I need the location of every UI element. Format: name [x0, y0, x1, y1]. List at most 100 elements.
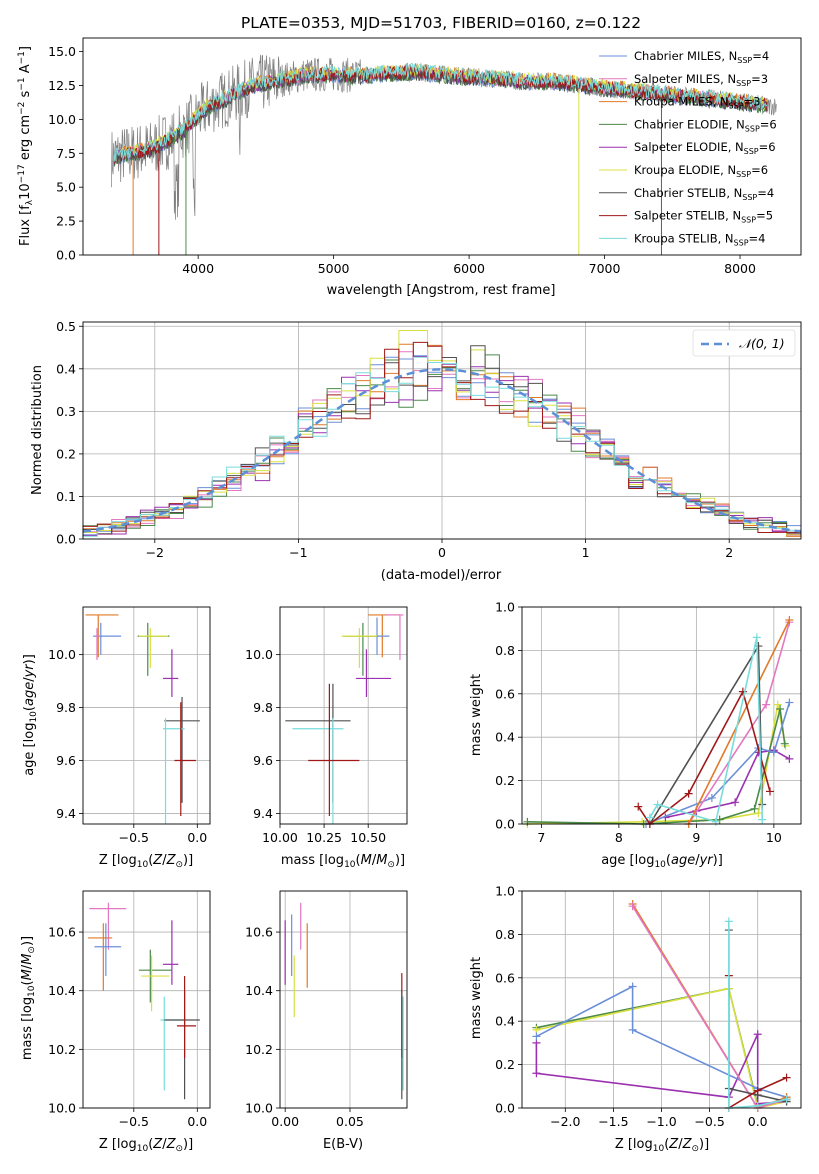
residuals-frame: [82, 321, 802, 540]
spectrum-frame: [82, 37, 802, 256]
errorbar-8: [308, 683, 360, 817]
ylabel-part: ]: [18, 46, 33, 51]
figure-title: PLATE=0353, MJD=51703, FIBERID=0160, z=0…: [241, 14, 641, 32]
ylabel-part: erg cm: [18, 115, 33, 164]
weight-line: [665, 749, 790, 819]
y-tick-label: 1.0: [495, 884, 515, 899]
y-tick-label: 9.8: [253, 700, 273, 715]
model-spectrum-7: [113, 65, 768, 164]
errorbar-8: [174, 702, 197, 817]
legend-sub: SSP: [741, 216, 756, 225]
weight-line: [728, 921, 787, 1109]
weight-marker: [628, 982, 637, 991]
y-tick-label: 0.0: [495, 817, 515, 832]
ylabel-part: Flux [f: [18, 205, 33, 246]
errorbar-7: [292, 718, 344, 824]
spectrum-axes: 4000 5000 6000 7000 8000 0.0 2.5 5.0 7.5 10.0 12.5…: [48, 44, 756, 276]
weight-marker: [724, 917, 733, 926]
x-tick-label: 10.00: [262, 830, 298, 845]
weight-age-lines: [523, 616, 794, 828]
weight-z-frame: [521, 890, 802, 1109]
legend-sub: SSP: [729, 102, 744, 111]
y-tick-label: 10.2: [48, 1042, 76, 1057]
errorbar-3: [137, 622, 170, 676]
ylabel-part: λ: [25, 199, 35, 205]
legend-sub: SSP: [737, 56, 752, 65]
legend-label: Kroupa STELIB, NSSP=4: [634, 231, 765, 247]
x-tick-label: 5000: [318, 261, 350, 276]
spectrum-panel: 4000 5000 6000 7000 8000 0.0 2.5 5.0 7.5 10.0 12.5…: [17, 37, 802, 298]
errorbar-5: [141, 955, 170, 1012]
x-tick-label: 0.0: [187, 1114, 207, 1129]
weight-marker: [780, 739, 789, 748]
mass-ylabel: mass [log10(M/M⊙)]: [20, 936, 37, 1060]
legend-label: Salpeter MILES, NSSP=3: [634, 72, 768, 88]
y-tick-label: 0.2: [56, 446, 76, 461]
spectrum-lines: [111, 54, 777, 255]
weight-marker: [752, 633, 761, 642]
y-tick-label: 0.4: [495, 730, 515, 745]
y-tick-label: 10.0: [245, 647, 273, 662]
residuals-panel: −2 −1 0 1 2 0.0 0.1 0.2 0.3 0.4 0.5 𝒩(0, 1) (data-…: [30, 319, 802, 583]
weight-vs-metallicity-panel: −2.0 −1.5 −1.0 −0.5 0.0 0.0 0.2 0.4 0.6 0.8 1.0: [495, 884, 802, 1129]
spectrum-legend: Chabrier MILES, NSSP=4 Salpeter MILES, NS…: [599, 49, 777, 247]
weight-line: [535, 1033, 787, 1105]
y-tick-label: 0.0: [56, 532, 76, 547]
ylabel-part: −2: [17, 102, 27, 115]
weight-marker: [754, 642, 763, 651]
age-vs-metallicity-panel: −0.5 0.0 9.4 9.6 9.8 10.0: [48, 606, 211, 845]
y-tick-label: 0.2: [495, 1057, 515, 1072]
x-tick-label: −1.5: [598, 1114, 628, 1129]
weight-z-xlabel: Z [log10(Z/Z⊙)]: [615, 1137, 709, 1154]
residuals-ylabel: Normed distribution: [30, 365, 45, 495]
y-tick-label: 10.0: [48, 647, 76, 662]
y-tick-label: 10.2: [245, 1042, 273, 1057]
y-tick-label: 10.0: [245, 1101, 273, 1116]
errorbar-3: [163, 920, 179, 985]
errorbar-8: [176, 976, 197, 1059]
legend-sub: SSP: [734, 238, 749, 247]
mass-ebv-xlabel: E(B-V): [323, 1137, 363, 1152]
weight-marker: [785, 754, 794, 763]
ylabel-part: −1: [17, 77, 27, 90]
age-vs-mass-panel: 10.00 10.25 10.50 9.4 9.6 9.8 10.0: [245, 606, 408, 845]
age-mass-xlabel: mass [log10(M/M⊙)]: [281, 853, 405, 870]
weight-marker: [634, 802, 643, 811]
weight-marker: [754, 809, 763, 818]
errorbar-6: [285, 683, 351, 803]
x-tick-label: 10: [766, 830, 782, 845]
mass-ebv-errorbars: [284, 902, 404, 1100]
weight-series-1: [523, 704, 789, 828]
weight-marker: [766, 787, 774, 796]
legend-box: [692, 329, 796, 357]
errorbar-4: [138, 628, 169, 668]
y-tick-label: 10.6: [245, 925, 273, 940]
errorbar-1: [385, 614, 404, 660]
ylabel-part: −17: [17, 164, 27, 183]
age-mass-errorbars: [285, 614, 404, 824]
y-tick-label: 0.6: [495, 970, 515, 985]
age-z-errorbars: [85, 614, 200, 824]
y-tick-label: 0.8: [495, 927, 515, 942]
y-tick-label: 10.6: [48, 925, 76, 940]
y-tick-label: 0.0: [495, 1101, 515, 1116]
legend-count: =6: [759, 140, 776, 154]
mass-vs-metallicity-panel: −0.5 0.0 10.0 10.2 10.4 10.6: [48, 890, 211, 1129]
errorbar-0: [89, 902, 127, 950]
weight-series-0: [523, 700, 790, 828]
y-tick-label: 0.4: [495, 1014, 515, 1029]
x-tick-label: 4000: [182, 261, 214, 276]
x-tick-label: 6000: [453, 261, 485, 276]
weight-age-xlabel: age [log10(age/yr)]: [601, 853, 723, 870]
y-tick-label: 12.5: [48, 78, 76, 93]
weight-marker: [628, 902, 637, 911]
y-tick-label: 7.5: [56, 146, 76, 161]
legend-count: =3: [751, 72, 768, 86]
weight-marker: [769, 748, 778, 757]
x-tick-label: −0.5: [119, 1114, 149, 1129]
age-mass-axes: 10.00 10.25 10.50 9.4 9.6 9.8 10.0: [245, 607, 407, 845]
x-tick-label: 7: [537, 830, 545, 845]
errorbar-4: [341, 628, 378, 668]
x-tick-label: 9: [692, 830, 700, 845]
errorbar-3: [343, 622, 378, 676]
